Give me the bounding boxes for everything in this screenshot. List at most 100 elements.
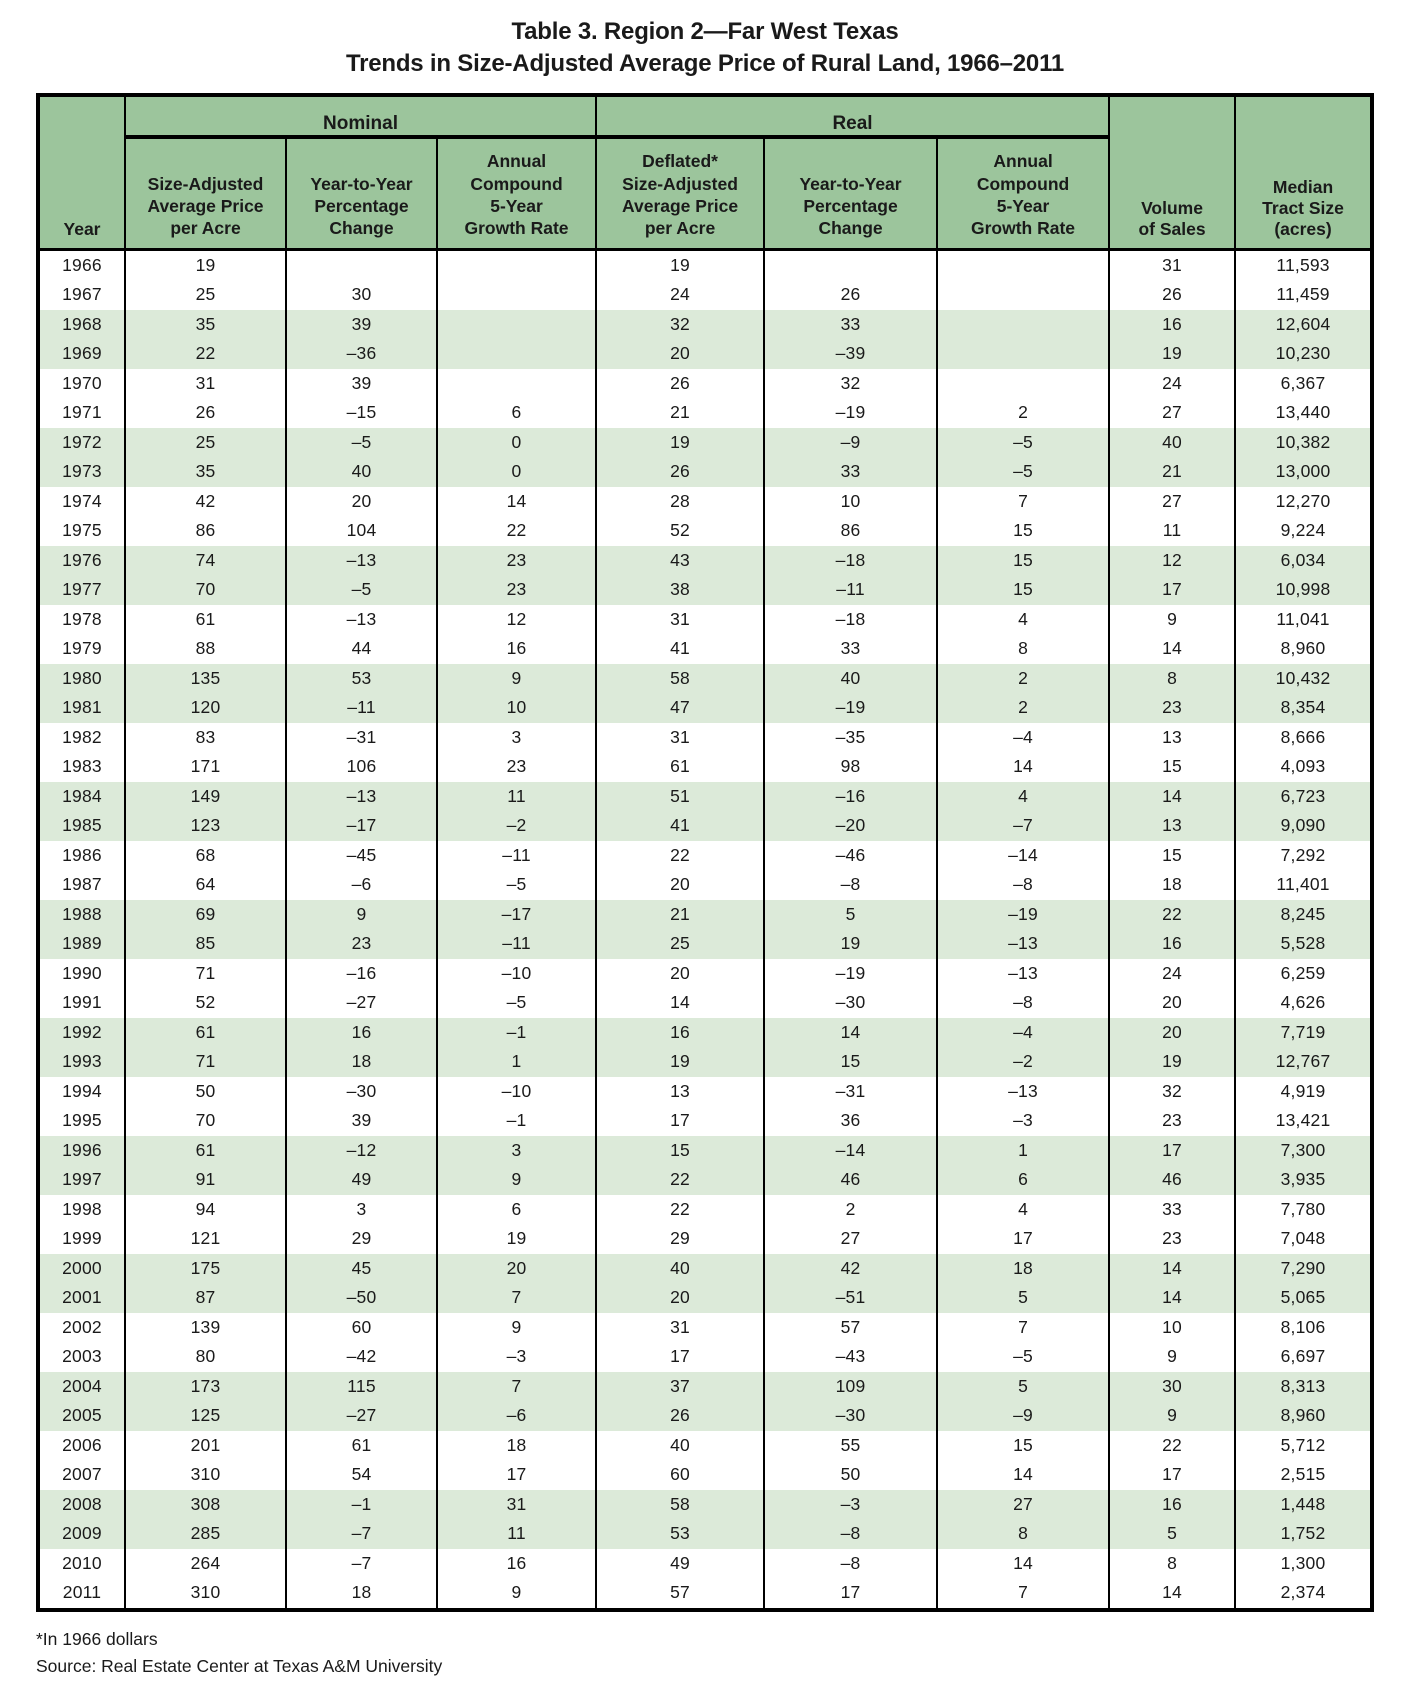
table-cell: 20	[1108, 1017, 1237, 1048]
table-cell: 60	[595, 1460, 766, 1490]
table-cell: 6	[435, 398, 598, 428]
table-row: 2003 80 –42 –3 17 –43 –5 9 6,697	[37, 1342, 1374, 1372]
table-row: 2005 125 –27 –6 26 –30 –9 9 8,960	[37, 1401, 1374, 1431]
table-cell: –7	[285, 1548, 438, 1579]
table-row: 1986 68 –45 –11 22 –46 –14 15 7,292	[37, 840, 1374, 871]
table-cell: 14	[1108, 1578, 1237, 1610]
table-row: 1985 123 –17 –2 41 –20 –7 13 9,090	[37, 811, 1374, 841]
table-cell: –11	[435, 840, 598, 871]
table-cell: –15	[285, 398, 438, 428]
table-cell: –8	[763, 870, 939, 900]
table-cell: –6	[435, 1401, 598, 1431]
table-cell: –5	[435, 988, 598, 1018]
table-cell: 1981	[37, 693, 126, 723]
table-cell: –9	[936, 1401, 1111, 1431]
table-cell: 61	[124, 1135, 287, 1166]
table-cell: 32	[763, 368, 939, 399]
table-cell: 20	[595, 339, 766, 369]
table-cell: 1985	[37, 811, 126, 841]
table-cell: 35	[124, 457, 287, 487]
table-cell: 2,374	[1234, 1578, 1374, 1610]
table-cell: 9	[435, 1312, 598, 1343]
table-cell: 7,300	[1234, 1135, 1374, 1166]
table-cell: 53	[285, 663, 438, 694]
table-cell: 125	[124, 1401, 287, 1431]
table-row: 1980 135 53 9 58 40 2 8 10,432	[37, 663, 1374, 694]
table-cell: 171	[124, 752, 287, 782]
table-cell: 14	[763, 1017, 939, 1048]
table-cell: 310	[124, 1460, 287, 1490]
table-cell: 1996	[37, 1135, 126, 1166]
table-cell: 4,626	[1234, 988, 1374, 1018]
table-cell: 1974	[37, 486, 126, 517]
column-header-real-change: Year-to-Year Percentage Change	[763, 137, 939, 250]
table-cell: 24	[595, 280, 766, 310]
table-row: 1975 86 104 22 52 86 15 11 9,224	[37, 516, 1374, 546]
table-cell: 58	[595, 1489, 766, 1520]
table-cell: 15	[595, 1135, 766, 1166]
table-cell: 27	[1108, 398, 1237, 428]
table-cell: 16	[435, 1548, 598, 1579]
table-cell: 14	[936, 1460, 1111, 1490]
column-header-volume: Volume of Sales	[1108, 95, 1237, 250]
table-cell: 6,034	[1234, 545, 1374, 576]
table-row: 2008 308 –1 31 58 –3 27 16 1,448	[37, 1489, 1374, 1520]
table-cell: 98	[763, 752, 939, 782]
table-cell: 8,666	[1234, 722, 1374, 753]
table-cell: 16	[1108, 309, 1237, 340]
table-cell: 9	[435, 663, 598, 694]
table-row: 1977 70 –5 23 38 –11 15 17 10,998	[37, 575, 1374, 605]
table-cell: 8,960	[1234, 634, 1374, 664]
table-cell: 33	[763, 457, 939, 487]
table-cell: 12	[1108, 545, 1237, 576]
table-cell: –3	[936, 1106, 1111, 1136]
table-row: 1995 70 39 –1 17 36 –3 23 13,421	[37, 1106, 1374, 1136]
table-cell: 70	[124, 1106, 287, 1136]
table-cell: 1,752	[1234, 1519, 1374, 1549]
table-cell: –3	[763, 1489, 939, 1520]
table-cell: –19	[763, 958, 939, 989]
table-cell: –19	[936, 899, 1111, 930]
table-cell: –31	[763, 1076, 939, 1107]
table-row: 1981 120 –11 10 47 –19 2 23 8,354	[37, 693, 1374, 723]
table-cell: 13	[1108, 811, 1237, 841]
table-cell: 39	[285, 368, 438, 399]
table-cell: 30	[1108, 1371, 1237, 1402]
table-cell: 40	[763, 663, 939, 694]
table-cell: 43	[595, 545, 766, 576]
table-cell: –2	[936, 1047, 1111, 1077]
table-cell: 1995	[37, 1106, 126, 1136]
table-cell: 149	[124, 781, 287, 812]
table-cell: 3,935	[1234, 1165, 1374, 1195]
table-cell: 31	[595, 722, 766, 753]
table-cell: 23	[285, 929, 438, 959]
table-cell: –17	[285, 811, 438, 841]
table-cell: 52	[124, 988, 287, 1018]
table-cell: 17	[435, 1460, 598, 1490]
table-cell: 71	[124, 958, 287, 989]
table-cell: 7,780	[1234, 1194, 1374, 1225]
table-cell: 5,712	[1234, 1430, 1374, 1461]
table-cell: 80	[124, 1342, 287, 1372]
table-cell: 42	[124, 486, 287, 517]
table-cell: 1969	[37, 339, 126, 369]
table-cell: 1994	[37, 1076, 126, 1107]
table-cell: 139	[124, 1312, 287, 1343]
table-cell: –13	[285, 604, 438, 635]
table-cell: 1997	[37, 1165, 126, 1195]
table-cell: 22	[1108, 1430, 1237, 1461]
table-cell: 16	[1108, 929, 1237, 959]
table-cell: 16	[435, 634, 598, 664]
table-cell: 310	[124, 1578, 287, 1610]
table-cell: 4	[936, 604, 1111, 635]
table-cell: 40	[595, 1430, 766, 1461]
table-cell: 40	[1108, 427, 1237, 458]
table-cell: 38	[595, 575, 766, 605]
table-cell: 8,960	[1234, 1401, 1374, 1431]
table-cell	[936, 339, 1111, 369]
table-cell: 11,593	[1234, 249, 1374, 281]
table-cell: 1989	[37, 929, 126, 959]
table-cell: 11,459	[1234, 280, 1374, 310]
table-cell: 36	[763, 1106, 939, 1136]
table-cell: 5	[763, 899, 939, 930]
